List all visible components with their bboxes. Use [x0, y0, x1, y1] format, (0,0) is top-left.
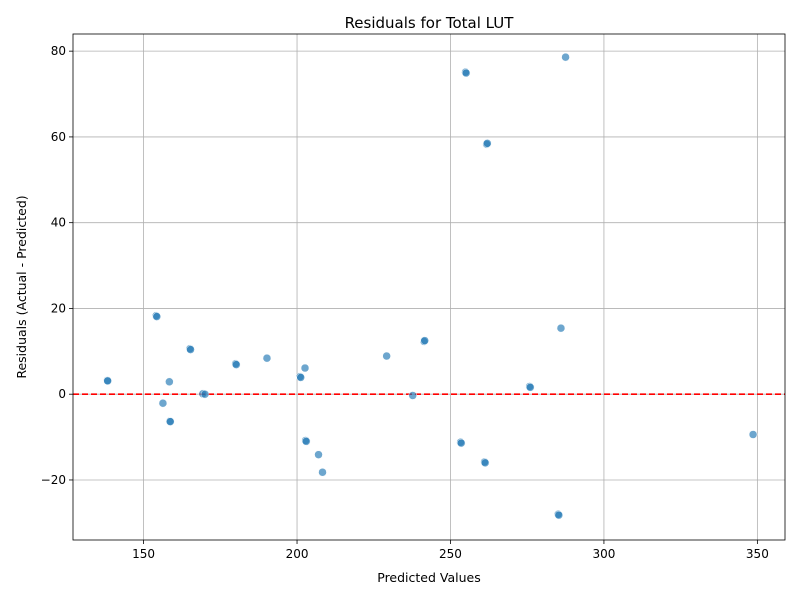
x-tick-label: 250 [439, 547, 462, 561]
data-point [556, 323, 566, 333]
data-point [748, 430, 758, 439]
data-point [561, 52, 570, 62]
x-tick-label: 300 [592, 547, 615, 561]
data-point [232, 360, 241, 369]
y-tick-label: 0 [58, 387, 66, 401]
y-tick-label: 20 [51, 301, 66, 315]
y-tick-label: 80 [51, 44, 66, 58]
data-point [382, 351, 391, 361]
data-point [554, 510, 564, 520]
data-point [456, 438, 466, 448]
data-point [318, 467, 327, 477]
data-point [186, 345, 195, 354]
x-tick-label: 150 [132, 547, 155, 561]
plot-frame [72, 33, 786, 541]
x-tick-label: 350 [746, 547, 769, 561]
data-point [166, 417, 175, 426]
data-point [420, 336, 429, 345]
x-axis-ticks: 150 200 250 300 350 [132, 540, 769, 561]
data-point [200, 389, 210, 399]
y-tick-label: 40 [51, 216, 66, 230]
chart-title: Residuals for Total LUT [345, 14, 515, 32]
data-point [480, 458, 490, 468]
data-point [262, 353, 272, 363]
y-axis-ticks: −20 0 20 40 60 80 [41, 44, 73, 487]
data-point [152, 312, 162, 321]
data-point [314, 450, 323, 459]
data-point [301, 437, 311, 446]
data-points [103, 52, 758, 520]
y-tick-label: 60 [51, 130, 66, 144]
data-point [461, 68, 471, 78]
data-point [103, 376, 112, 386]
data-point [483, 139, 492, 148]
x-tick-label: 200 [286, 547, 309, 561]
data-point [158, 398, 168, 408]
data-point [408, 391, 417, 400]
data-point [165, 377, 174, 387]
y-axis-label: Residuals (Actual - Predicted) [14, 195, 29, 378]
data-point [296, 373, 305, 382]
y-tick-label: −20 [41, 473, 66, 487]
data-point [300, 363, 310, 373]
data-point [526, 383, 535, 392]
x-axis-label: Predicted Values [377, 570, 481, 585]
